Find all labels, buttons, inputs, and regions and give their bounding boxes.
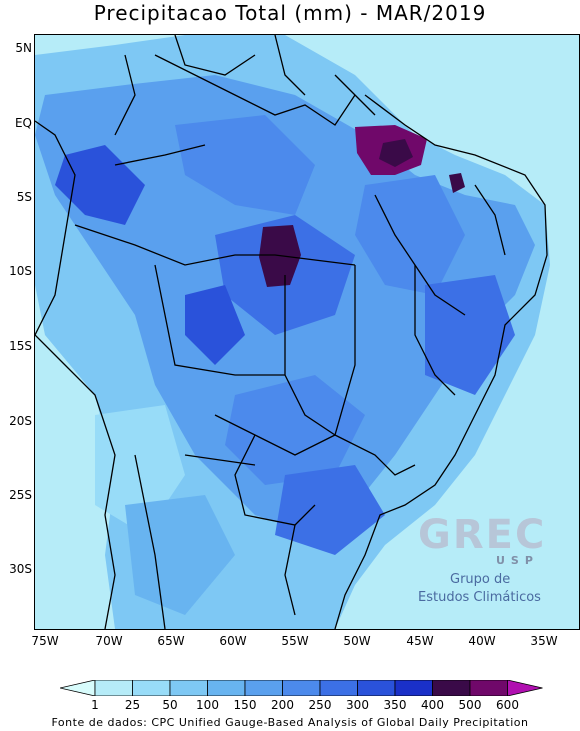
lon-label-60w: 60W [219,634,247,648]
colorbar-swatch [394,680,433,696]
colorbar-swatch [207,680,246,696]
precipitation-map [34,34,580,630]
colorbar-swatch [319,680,358,696]
map-svg [35,35,579,629]
logo-main-text: GREC [418,512,547,558]
colorbar-swatch [94,680,133,696]
colorbar-label: 500 [458,698,482,712]
lon-label-55w: 55W [281,634,309,648]
colorbar-label: 200 [271,698,294,712]
lon-label-75w: 75W [31,634,59,648]
colorbar-label: 150 [233,698,257,712]
colorbar-label: 600 [496,698,519,712]
logo-usp-text: USP [496,554,539,567]
colorbar-swatch [169,680,208,696]
lat-label-15s: 15S [9,339,32,353]
lon-label-65w: 65W [157,634,185,648]
lat-label-eq: EQ [14,116,32,130]
lon-label-35w: 35W [530,634,558,648]
lon-label-45w: 45W [406,634,434,648]
map-title: Precipitacao Total (mm) - MAR/2019 [93,1,487,25]
lat-label-25s: 25S [9,488,32,502]
lat-label-5s: 5S [16,190,32,204]
coastlines-borders [35,35,548,629]
colorbar-label: 1 [91,698,99,712]
colorbar-label: 50 [162,698,178,712]
lon-label-50w: 50W [343,634,371,648]
lat-label-5n: 5N [15,41,32,55]
colorbar-swatch [132,680,171,696]
lat-label-10s: 10S [9,264,32,278]
colorbar-high-triangle [507,680,543,696]
logo-line-1: Grupo de [450,572,511,587]
colorbar-label: 350 [383,698,407,712]
colorbar-label: 25 [124,698,141,712]
colorbar-swatch [357,680,396,696]
colorbar-low-triangle [60,680,96,696]
grec-logo: GREC USP Grupo de Estudos Climáticos [418,512,568,612]
colorbar-swatch [244,680,283,696]
colorbar-label: 300 [346,698,369,712]
colorbar-swatch [282,680,321,696]
lon-label-40w: 40W [468,634,496,648]
data-source-note: Fonte de dados: CPC Unified Gauge-Based … [51,716,529,729]
lat-label-20s: 20S [9,414,32,428]
lat-label-30s: 30S [9,562,32,576]
colorbar-label: 400 [421,698,444,712]
lon-label-70w: 70W [95,634,123,648]
colorbar [60,680,543,696]
logo-line-2: Estudos Climáticos [418,590,541,605]
colorbar-label: 250 [308,698,332,712]
colorbar-swatch [469,680,508,696]
colorbar-swatch [432,680,471,696]
colorbar-label: 100 [196,698,219,712]
